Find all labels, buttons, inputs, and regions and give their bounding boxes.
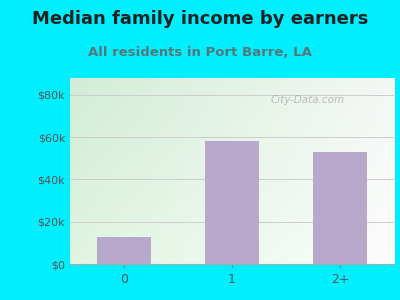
Text: Median family income by earners: Median family income by earners [32, 11, 368, 28]
Bar [97, 236, 151, 264]
Bar [205, 141, 259, 264]
Text: City-Data.com: City-Data.com [271, 95, 345, 105]
Bar [313, 152, 367, 264]
Text: All residents in Port Barre, LA: All residents in Port Barre, LA [88, 46, 312, 59]
